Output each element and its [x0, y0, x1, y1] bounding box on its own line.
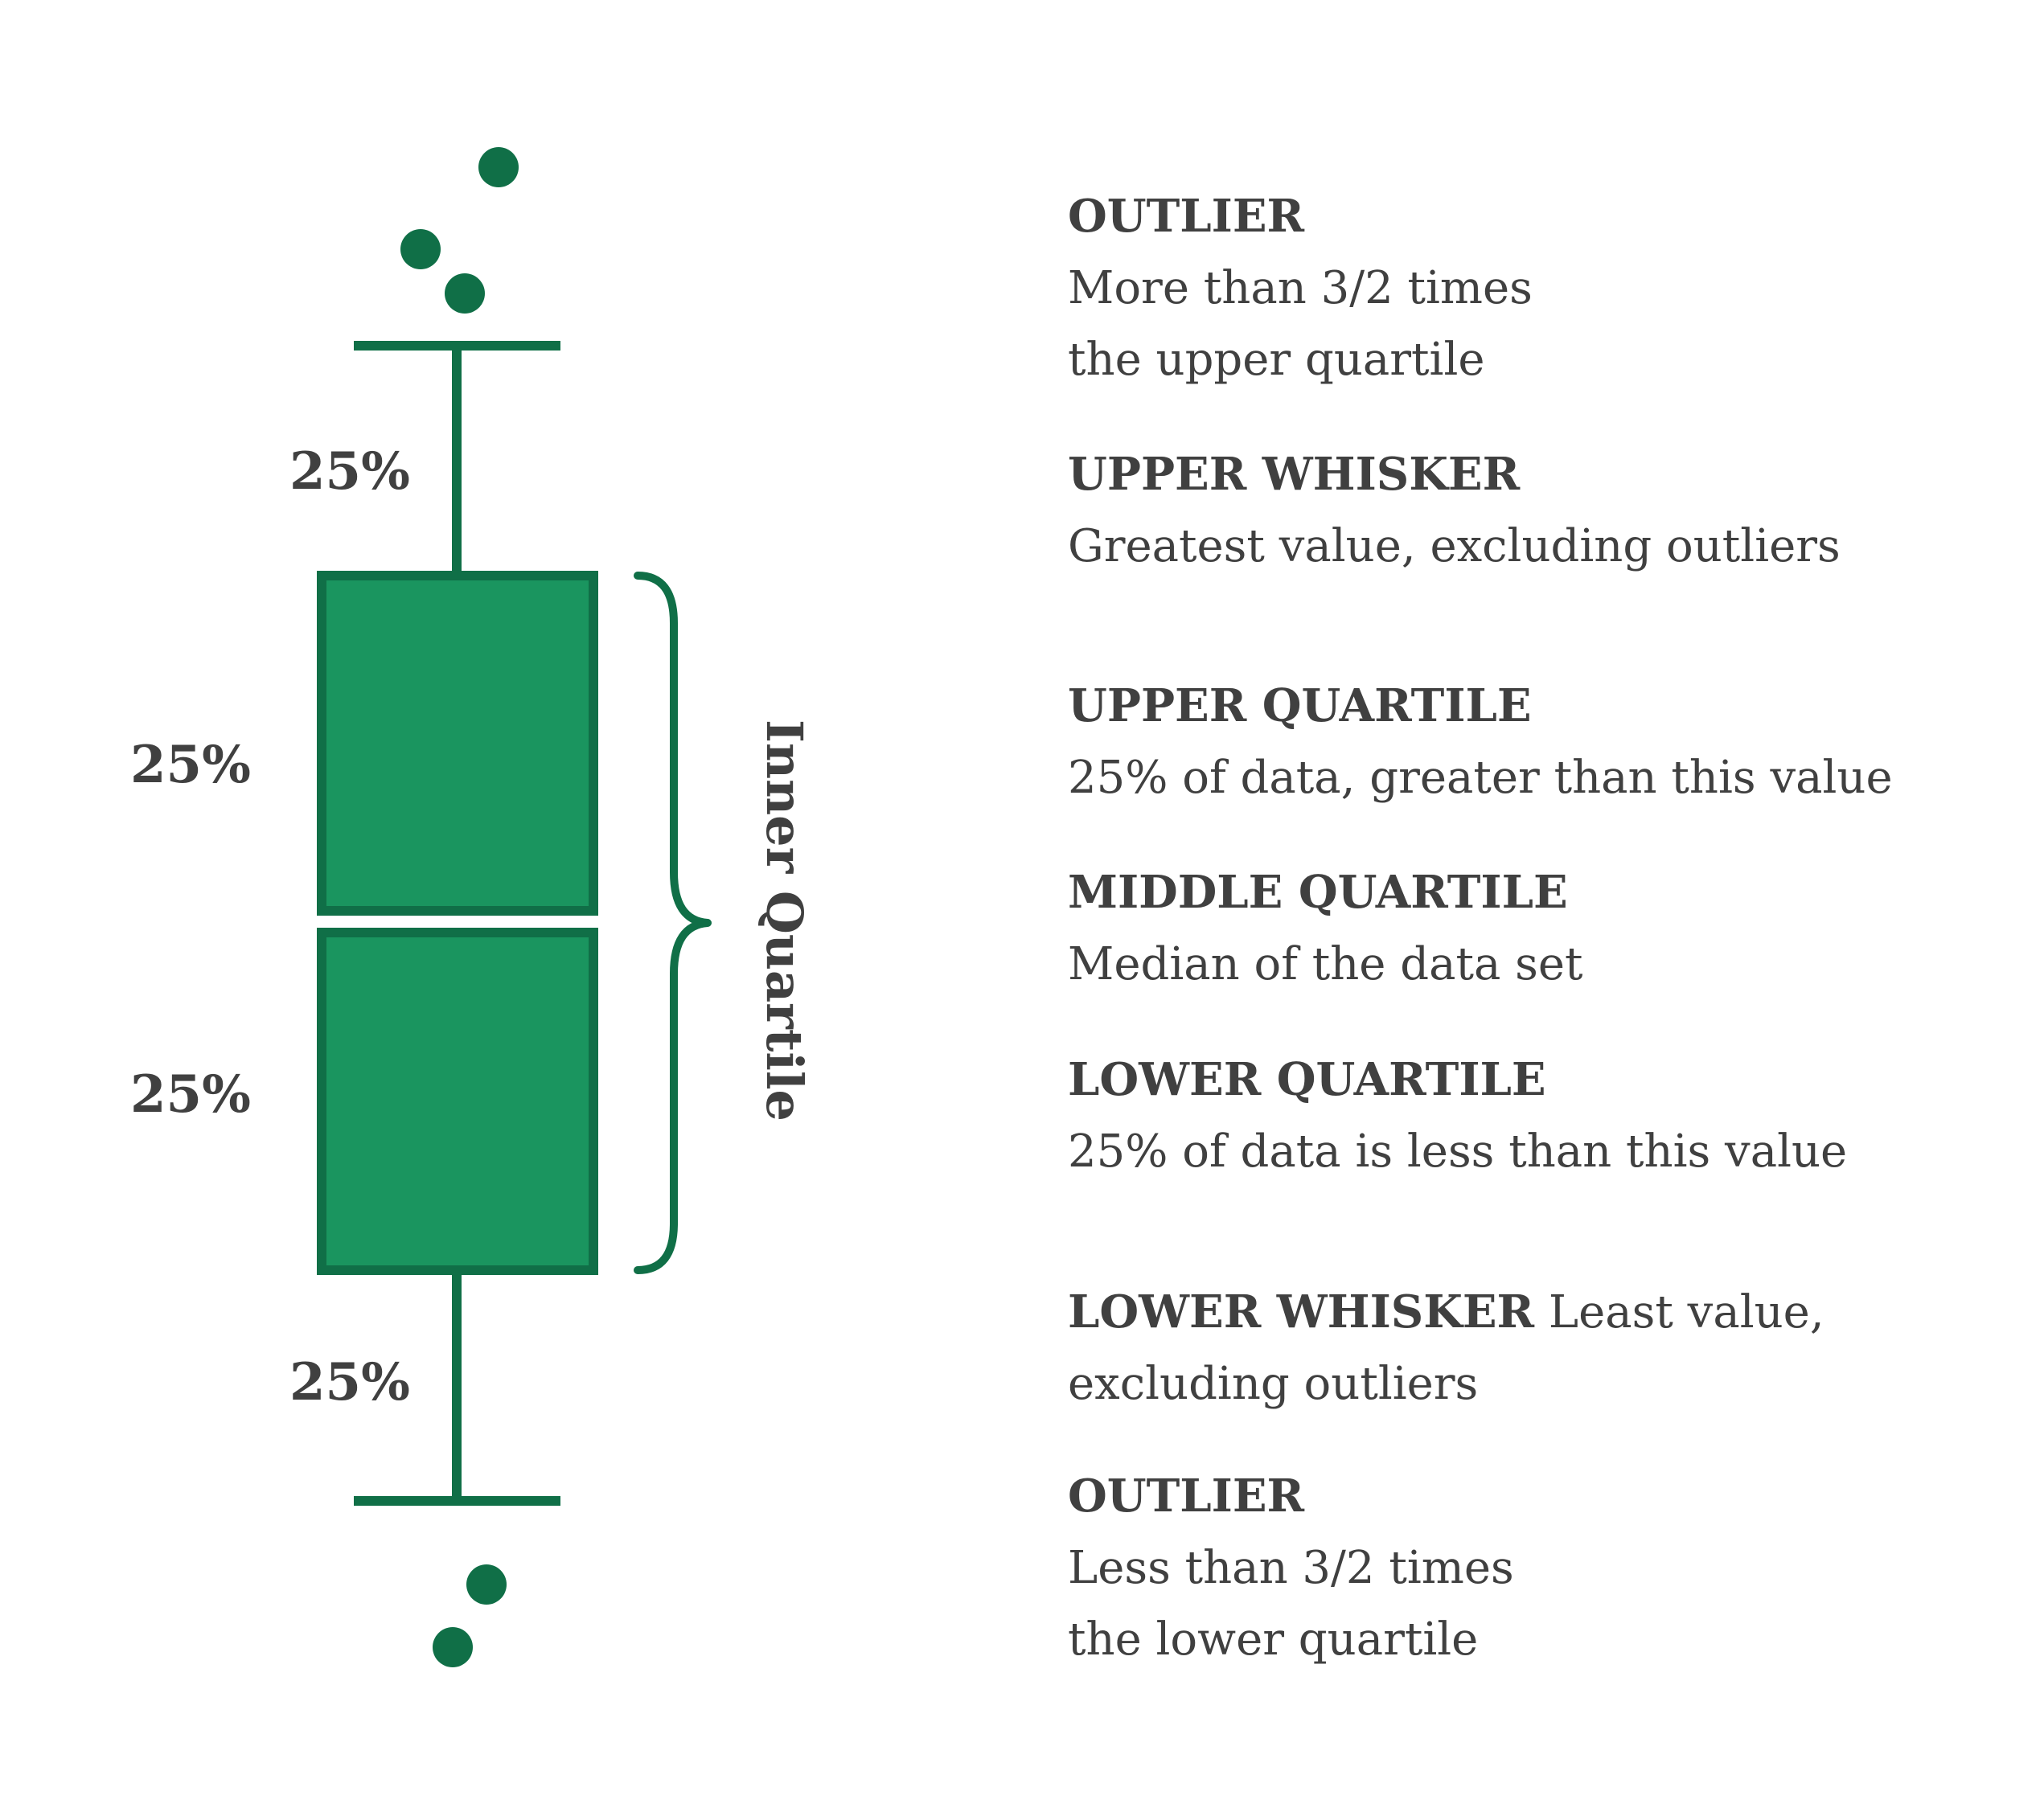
- legend-lower-whisker: LOWER WHISKER Least value, excluding out…: [1068, 1277, 2017, 1420]
- outlier-point-top-2: [400, 229, 441, 269]
- legend-lower-quartile-title: LOWER QUARTILE: [1068, 1053, 1546, 1106]
- legend-upper-quartile-title: UPPER QUARTILE: [1068, 679, 1532, 732]
- legend-outlier-top-desc-2: the upper quartile: [1068, 334, 1485, 386]
- legend-outlier-bottom: OUTLIER Less than 3/2 times the lower qu…: [1068, 1461, 2017, 1675]
- legend-upper-quartile-desc: 25% of data, greater than this value: [1068, 752, 1893, 804]
- legend-upper-whisker-desc: Greatest value, excluding outliers: [1068, 520, 1841, 572]
- upper-whisker-percent: 25%: [289, 441, 410, 502]
- upper-box-percent: 25%: [130, 735, 251, 795]
- inner-quartile-bracket: [634, 572, 712, 1274]
- legend-upper-quartile: UPPER QUARTILE 25% of data, greater than…: [1068, 670, 2017, 814]
- lower-quartile-box: [317, 928, 598, 1275]
- outlier-point-top-3: [445, 273, 485, 314]
- legend-upper-whisker-title: UPPER WHISKER: [1068, 448, 1521, 501]
- legend-outlier-bottom-title: OUTLIER: [1068, 1470, 1305, 1523]
- legend-upper-whisker: UPPER WHISKER Greatest value, excluding …: [1068, 439, 2017, 582]
- legend-lower-whisker-desc-inline: Least value,: [1548, 1286, 1824, 1339]
- lower-whisker-percent: 25%: [289, 1352, 410, 1412]
- upper-quartile-box: [317, 571, 598, 916]
- legend-middle-quartile-title: MIDDLE QUARTILE: [1068, 866, 1568, 919]
- legend-outlier-top-title: OUTLIER: [1068, 190, 1305, 243]
- outlier-point-top-1: [478, 147, 519, 187]
- legend-lower-whisker-desc-2: excluding outliers: [1068, 1358, 1479, 1410]
- legend-outlier-top-desc-1: More than 3/2 times: [1068, 262, 1533, 314]
- legend-lower-quartile-desc: 25% of data is less than this value: [1068, 1125, 1848, 1178]
- legend-outlier-bottom-desc-1: Less than 3/2 times: [1068, 1542, 1514, 1594]
- outlier-point-bottom-2: [433, 1627, 473, 1667]
- legend-outlier-bottom-desc-2: the lower quartile: [1068, 1613, 1479, 1666]
- legend-middle-quartile-desc: Median of the data set: [1068, 938, 1583, 990]
- lower-box-percent: 25%: [130, 1064, 251, 1125]
- inner-quartile-label: Inner Quartile: [755, 720, 814, 1121]
- legend-outlier-top: OUTLIER More than 3/2 times the upper qu…: [1068, 181, 2017, 396]
- outlier-point-bottom-1: [466, 1564, 507, 1605]
- legend-lower-whisker-title: LOWER WHISKER: [1068, 1285, 1535, 1339]
- legend-middle-quartile: MIDDLE QUARTILE Median of the data set: [1068, 857, 2017, 1000]
- legend-lower-quartile: LOWER QUARTILE 25% of data is less than …: [1068, 1044, 2017, 1187]
